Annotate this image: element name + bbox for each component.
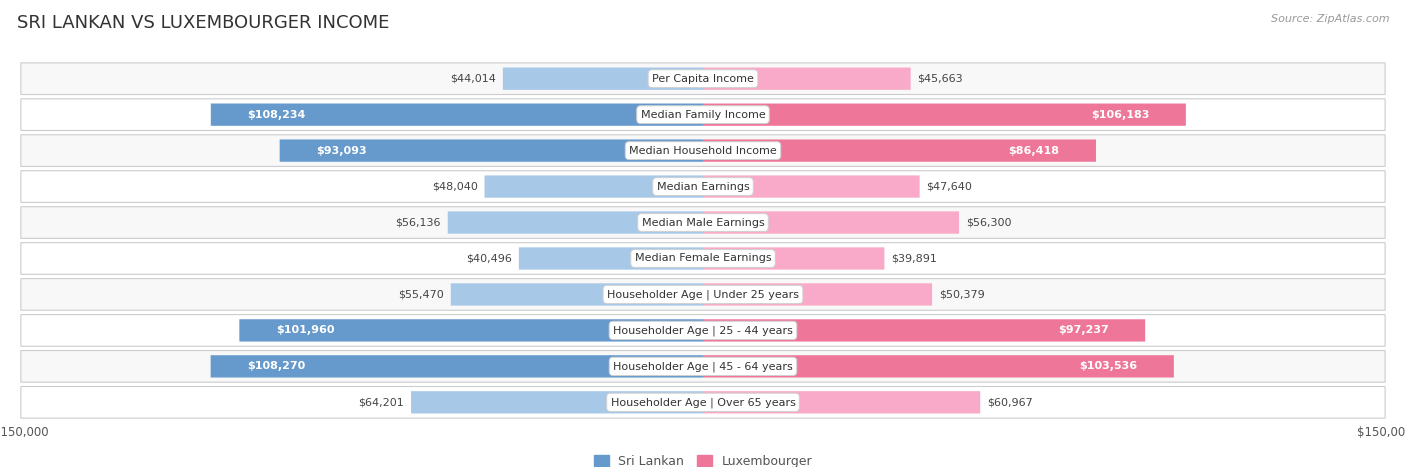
FancyBboxPatch shape (21, 135, 1385, 166)
FancyBboxPatch shape (703, 283, 932, 305)
FancyBboxPatch shape (703, 319, 1144, 341)
Text: Median Household Income: Median Household Income (628, 146, 778, 156)
FancyBboxPatch shape (703, 248, 884, 269)
Text: $55,470: $55,470 (398, 290, 444, 299)
FancyBboxPatch shape (703, 391, 980, 413)
Text: $56,136: $56,136 (395, 218, 441, 227)
Text: $60,967: $60,967 (987, 397, 1033, 407)
Text: $48,040: $48,040 (432, 182, 478, 191)
FancyBboxPatch shape (21, 387, 1385, 418)
FancyBboxPatch shape (211, 104, 703, 126)
FancyBboxPatch shape (21, 315, 1385, 346)
Text: $39,891: $39,891 (891, 254, 936, 263)
Text: $50,379: $50,379 (939, 290, 984, 299)
Text: $47,640: $47,640 (927, 182, 973, 191)
FancyBboxPatch shape (451, 283, 703, 305)
Text: Median Female Earnings: Median Female Earnings (634, 254, 772, 263)
Text: Per Capita Income: Per Capita Income (652, 74, 754, 84)
Text: $64,201: $64,201 (359, 397, 405, 407)
Text: $108,270: $108,270 (247, 361, 305, 371)
FancyBboxPatch shape (411, 391, 703, 413)
Text: SRI LANKAN VS LUXEMBOURGER INCOME: SRI LANKAN VS LUXEMBOURGER INCOME (17, 14, 389, 32)
Text: Median Family Income: Median Family Income (641, 110, 765, 120)
Text: Householder Age | Under 25 years: Householder Age | Under 25 years (607, 289, 799, 300)
FancyBboxPatch shape (21, 207, 1385, 238)
Legend: Sri Lankan, Luxembourger: Sri Lankan, Luxembourger (593, 455, 813, 467)
Text: Median Earnings: Median Earnings (657, 182, 749, 191)
Text: Householder Age | 25 - 44 years: Householder Age | 25 - 44 years (613, 325, 793, 336)
FancyBboxPatch shape (703, 104, 1185, 126)
Text: $56,300: $56,300 (966, 218, 1011, 227)
FancyBboxPatch shape (447, 212, 703, 234)
FancyBboxPatch shape (21, 171, 1385, 202)
FancyBboxPatch shape (703, 355, 1174, 377)
Text: Median Male Earnings: Median Male Earnings (641, 218, 765, 227)
Text: $40,496: $40,496 (467, 254, 512, 263)
Text: $103,536: $103,536 (1080, 361, 1137, 371)
FancyBboxPatch shape (703, 140, 1097, 162)
FancyBboxPatch shape (21, 243, 1385, 274)
Text: Householder Age | Over 65 years: Householder Age | Over 65 years (610, 397, 796, 408)
Text: Householder Age | 45 - 64 years: Householder Age | 45 - 64 years (613, 361, 793, 372)
Text: $45,663: $45,663 (918, 74, 963, 84)
FancyBboxPatch shape (280, 140, 703, 162)
Text: $97,237: $97,237 (1059, 325, 1109, 335)
FancyBboxPatch shape (21, 351, 1385, 382)
FancyBboxPatch shape (21, 63, 1385, 94)
FancyBboxPatch shape (21, 279, 1385, 310)
Text: $108,234: $108,234 (247, 110, 305, 120)
FancyBboxPatch shape (239, 319, 703, 341)
FancyBboxPatch shape (211, 355, 703, 377)
Text: $93,093: $93,093 (316, 146, 367, 156)
Text: $86,418: $86,418 (1008, 146, 1060, 156)
FancyBboxPatch shape (485, 176, 703, 198)
Text: $101,960: $101,960 (276, 325, 335, 335)
Text: $106,183: $106,183 (1091, 110, 1150, 120)
Text: $44,014: $44,014 (450, 74, 496, 84)
FancyBboxPatch shape (703, 212, 959, 234)
FancyBboxPatch shape (703, 176, 920, 198)
FancyBboxPatch shape (21, 99, 1385, 130)
FancyBboxPatch shape (703, 68, 911, 90)
Text: Source: ZipAtlas.com: Source: ZipAtlas.com (1271, 14, 1389, 24)
FancyBboxPatch shape (503, 68, 703, 90)
FancyBboxPatch shape (519, 248, 703, 269)
